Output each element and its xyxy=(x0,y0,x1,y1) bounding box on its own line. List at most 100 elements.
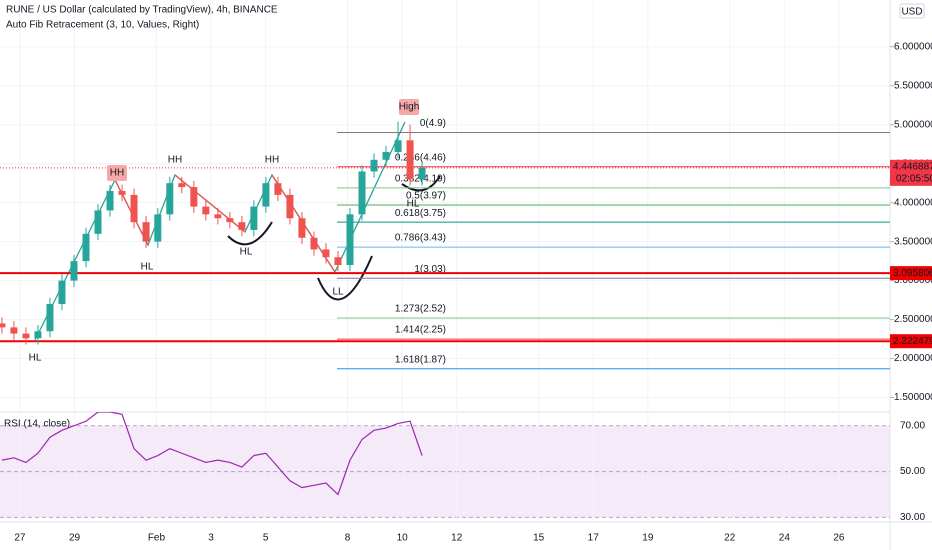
candle-body xyxy=(214,214,222,219)
rsi-line xyxy=(1,412,423,496)
candle-body xyxy=(238,222,246,230)
countdown: 02:05:50 xyxy=(896,173,932,184)
x-tick-label: 19 xyxy=(642,533,654,544)
fib-label: 0.5(3.97) xyxy=(406,191,446,202)
y-tick-label: 2.50000000 xyxy=(894,314,932,325)
price-tag-label: 2.22247975 xyxy=(893,336,932,347)
pivot-label: HL xyxy=(29,353,42,364)
rsi-tick-label: 70.00 xyxy=(900,420,925,431)
fib-label: 0(4.9) xyxy=(420,118,446,129)
y-tick-label: 1.50000000 xyxy=(894,392,932,403)
candle-body xyxy=(322,249,330,258)
currency[interactable]: USD xyxy=(901,7,922,18)
x-tick-label: 5 xyxy=(263,533,269,544)
candle-body xyxy=(334,257,342,266)
candle-body xyxy=(82,233,90,262)
candle-body xyxy=(190,187,198,207)
candle-body xyxy=(22,333,30,339)
candle-body xyxy=(130,194,138,223)
candle-body xyxy=(250,206,258,230)
x-tick-label: 10 xyxy=(397,533,409,544)
x-tick-label: 26 xyxy=(833,533,845,544)
y-tick-label: 5.00000000 xyxy=(894,119,932,130)
x-tick-label: 15 xyxy=(533,533,545,544)
candle-body xyxy=(310,237,318,250)
x-tick-label: Feb xyxy=(148,533,166,544)
candle-body xyxy=(166,183,174,215)
pivot-label: HL xyxy=(407,199,420,210)
candle-body xyxy=(142,222,150,242)
y-tick-label: 5.50000000 xyxy=(894,80,932,91)
pivot-label: HL xyxy=(141,262,154,273)
candle-body xyxy=(394,140,402,152)
candle-body xyxy=(34,331,42,339)
x-tick-label: 12 xyxy=(451,533,463,544)
candle-body xyxy=(274,183,282,195)
candle-body xyxy=(178,183,186,188)
candle-body xyxy=(262,183,270,207)
candle-body xyxy=(298,218,306,238)
y-tick-label: 3.50000000 xyxy=(894,236,932,247)
fib-label: 1.273(2.52) xyxy=(395,304,446,315)
candle-body xyxy=(382,151,390,160)
candle-body xyxy=(202,206,210,215)
rsi-tick-label: 50.00 xyxy=(900,466,925,477)
fib-label: 0.236(4.46) xyxy=(395,152,446,163)
candle-body xyxy=(106,190,114,211)
pivot-label: HH xyxy=(168,155,182,166)
fib-label: 0.618(3.75) xyxy=(395,208,446,219)
currency-button[interactable] xyxy=(899,3,925,19)
candle-body xyxy=(286,194,294,219)
price-tag xyxy=(890,334,932,349)
rsi-title: RSI (14, close) xyxy=(4,419,70,430)
label-box xyxy=(107,165,127,181)
candle-body xyxy=(58,280,66,304)
pivot-label: HH xyxy=(265,155,279,166)
drawing xyxy=(227,221,273,246)
y-tick-label: 6.00000000 xyxy=(894,41,932,52)
title: RUNE / US Dollar (calculated by TradingV… xyxy=(6,5,278,16)
x-tick-label: 24 xyxy=(779,533,791,544)
x-tick-label: 8 xyxy=(345,533,351,544)
candle-body xyxy=(94,210,102,234)
price-tag xyxy=(890,266,932,281)
fib-label: 1(3.03) xyxy=(414,264,446,275)
candle-body xyxy=(370,159,378,172)
pivot-label: High xyxy=(399,102,420,113)
candle-body xyxy=(358,171,366,215)
candle-body xyxy=(118,190,126,195)
fib-label: 1.618(1.87) xyxy=(395,354,446,365)
pivot-label: HL xyxy=(240,247,253,258)
x-tick-label: 17 xyxy=(588,533,600,544)
y-tick-label: 2.00000000 xyxy=(894,353,932,364)
fib-label: 1.414(2.25) xyxy=(395,325,446,336)
label-box xyxy=(399,99,419,115)
drawing xyxy=(317,255,373,301)
pivot-label: LL xyxy=(332,287,344,298)
candle-body xyxy=(0,323,6,328)
candle-body xyxy=(226,218,234,223)
price-tag xyxy=(890,159,932,186)
y-tick-label: 3.00000000 xyxy=(894,275,932,286)
zigzag-down xyxy=(174,174,246,233)
fib-label: 0.786(3.43) xyxy=(395,233,446,244)
candle-body xyxy=(46,303,54,332)
x-tick-label: 22 xyxy=(724,533,736,544)
candle-body xyxy=(154,214,162,242)
x-tick-label: 27 xyxy=(14,533,26,544)
candle-body xyxy=(406,140,414,180)
candle-body xyxy=(70,261,78,281)
rsi-tick-label: 30.00 xyxy=(900,512,925,523)
price-tag-label: 4.44688790 xyxy=(893,161,932,172)
y-tick-label: 4.00000000 xyxy=(894,197,932,208)
pivot-label: HH xyxy=(110,168,124,179)
x-tick-label: 29 xyxy=(69,533,81,544)
x-tick-label: 3 xyxy=(208,533,214,544)
candle-body xyxy=(346,214,354,266)
drawing xyxy=(401,175,441,192)
indicator-title: Auto Fib Retracement (3, 10, Values, Rig… xyxy=(6,20,199,31)
candle-body xyxy=(418,167,426,180)
candle-body xyxy=(10,327,18,334)
price-tag-label: 3.09580609 xyxy=(893,268,932,279)
